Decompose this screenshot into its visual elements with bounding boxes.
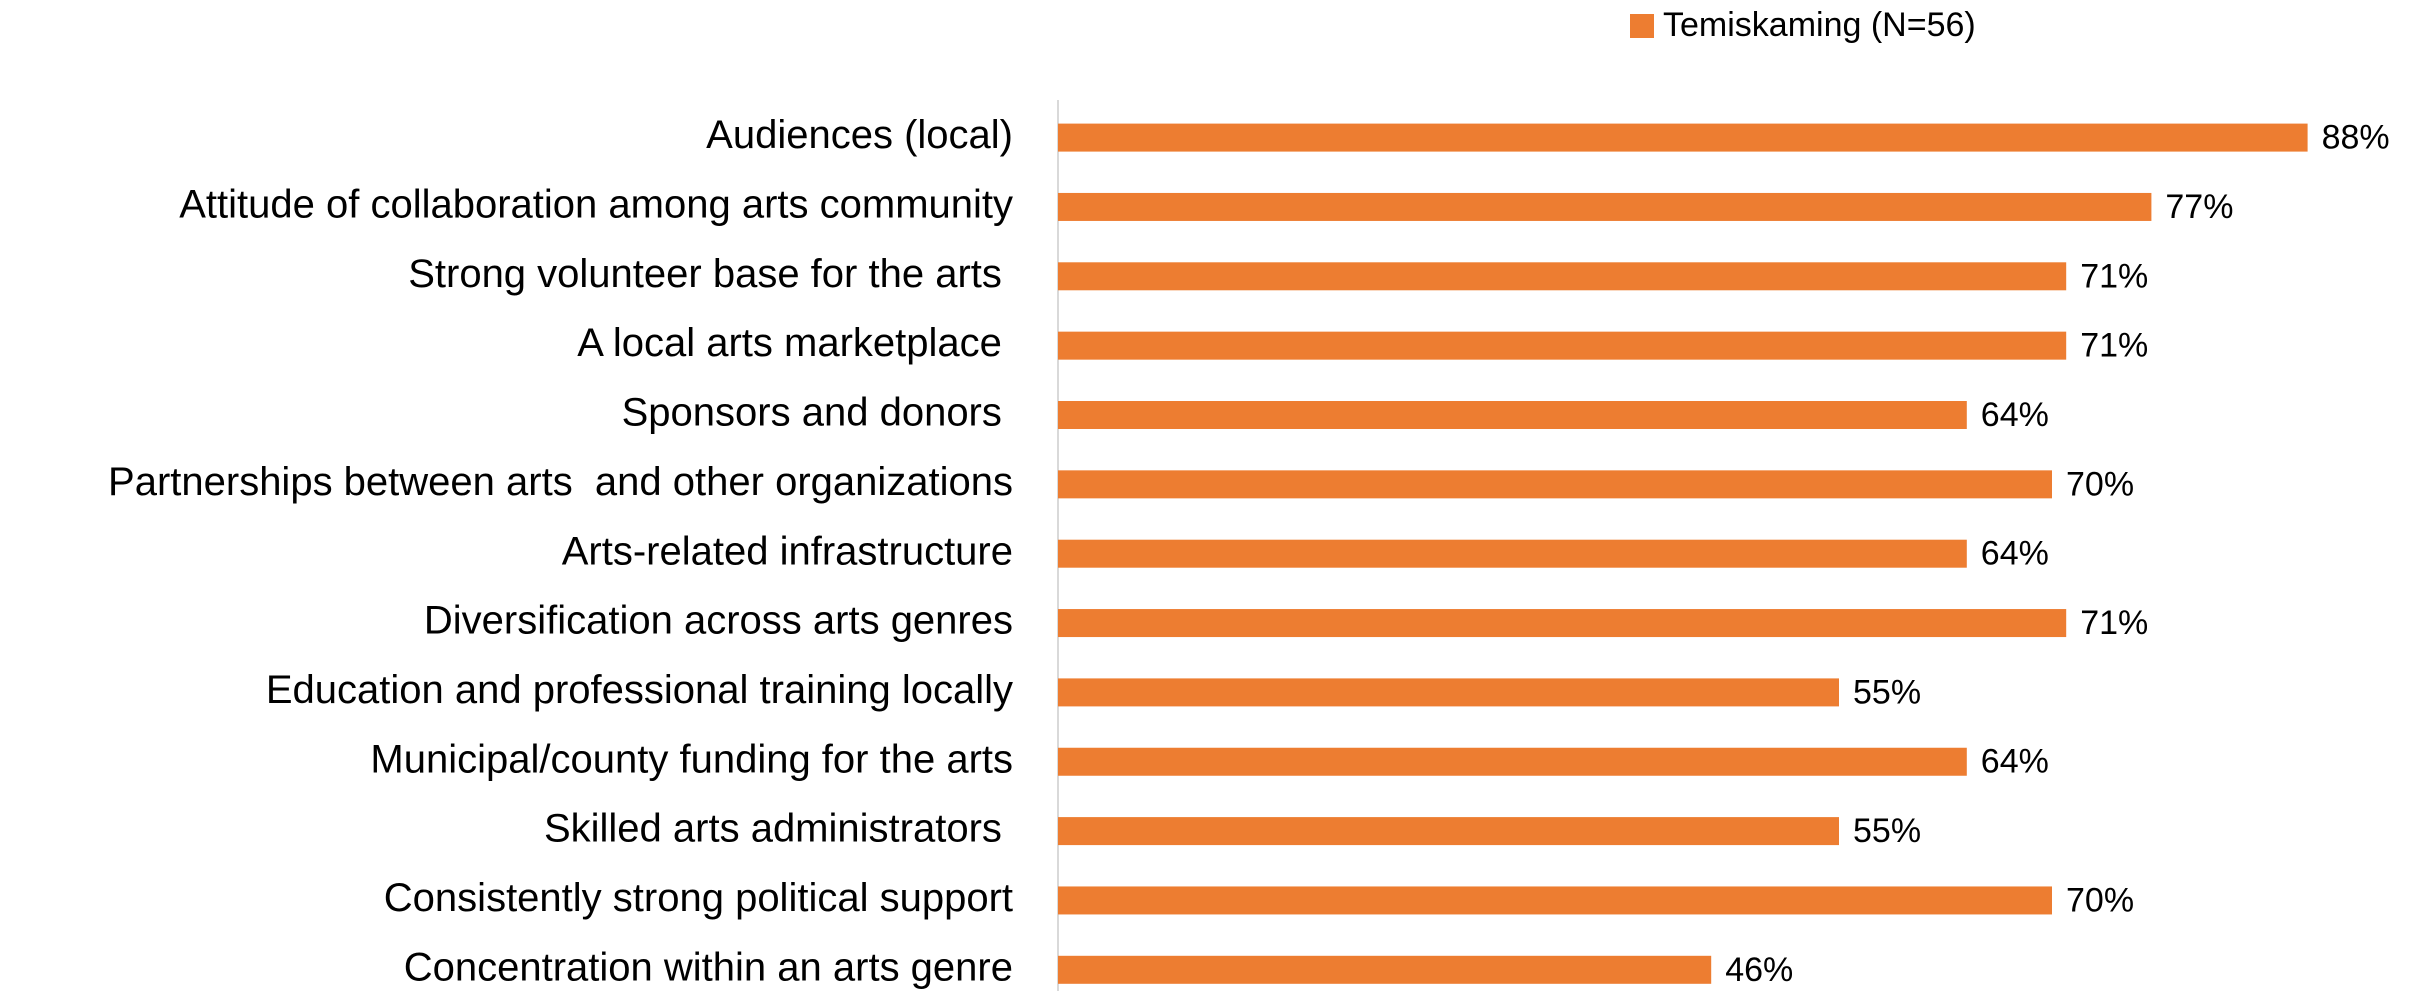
bar: [1058, 401, 1967, 429]
category-label: A local arts marketplace: [577, 321, 1013, 365]
value-label: 71%: [2080, 257, 2148, 295]
category-label: Arts-related infrastructure: [562, 529, 1013, 573]
category-label: Attitude of collaboration among arts com…: [179, 183, 1013, 227]
value-label: 55%: [1853, 812, 1921, 850]
category-label: Skilled arts administrators: [544, 807, 1013, 851]
category-label: Partnerships between arts and other orga…: [108, 460, 1013, 504]
category-label: Concentration within an arts genre: [404, 945, 1013, 989]
bar: [1058, 192, 2152, 221]
value-label: 77%: [2165, 188, 2233, 226]
bar: [1058, 123, 2308, 152]
category-label: Sponsors and donors: [622, 391, 1013, 435]
category-label: Education and professional training loca…: [266, 668, 1013, 712]
category-label: Consistently strong political support: [384, 876, 1013, 920]
category-label: Diversification across arts genres: [424, 599, 1013, 643]
value-label: 64%: [1981, 535, 2049, 573]
bar: [1058, 262, 2067, 291]
category-label: Strong volunteer base for the arts: [408, 252, 1013, 296]
bar: [1058, 470, 2052, 499]
category-label: Municipal/county funding for the arts: [370, 737, 1013, 781]
legend-swatch: [1630, 14, 1654, 38]
value-label: 71%: [2080, 327, 2148, 365]
value-label: 70%: [2066, 465, 2134, 503]
value-label: 64%: [1981, 396, 2049, 434]
value-label: 55%: [1853, 673, 1921, 711]
value-label: 70%: [2066, 881, 2134, 919]
bar: [1058, 955, 1712, 984]
legend-label: Temiskaming (N=56): [1663, 6, 1976, 44]
value-label: 64%: [1981, 743, 2049, 781]
bar: [1058, 747, 1967, 776]
bar: [1058, 539, 1967, 568]
bar: [1058, 331, 2067, 360]
bar: [1058, 886, 2052, 915]
bar: [1058, 609, 2067, 638]
value-label: 88%: [2322, 119, 2390, 157]
value-label: 71%: [2080, 604, 2148, 642]
bar: [1058, 817, 1839, 846]
bar: [1058, 678, 1839, 707]
category-label: Audiences (local): [706, 113, 1013, 157]
value-label: 46%: [1725, 951, 1793, 989]
